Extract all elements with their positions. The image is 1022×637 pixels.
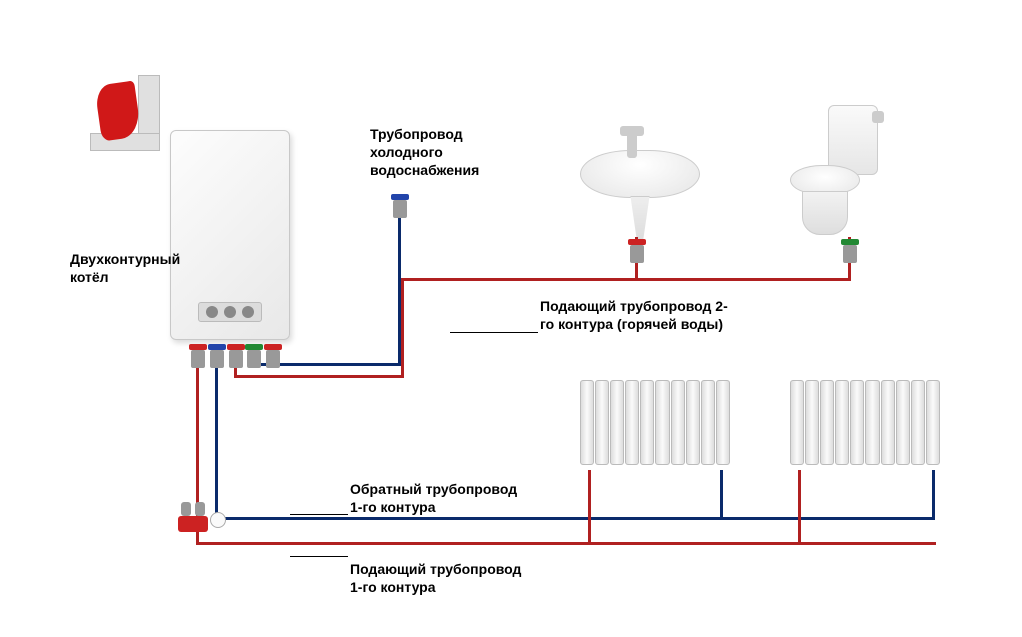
sink: [580, 150, 700, 240]
valve: [226, 350, 246, 378]
pipe-supply1: [588, 470, 591, 545]
label-boiler: Двухконтурный котёл: [70, 250, 180, 286]
radiator-1: [580, 380, 730, 465]
valve: [244, 350, 264, 378]
valve: [390, 200, 410, 228]
pipe-supply1: [798, 470, 801, 545]
pipe-return1: [932, 470, 935, 520]
leader: [290, 556, 348, 557]
valve: [627, 245, 647, 273]
toilet: [780, 105, 890, 245]
security-group: [178, 516, 208, 532]
heating-diagram: Двухконтурный котёл Трубопровод холодног…: [0, 0, 1022, 637]
label-supply1: Подающий трубопровод 1-го контура: [350, 560, 521, 596]
radiator-2: [790, 380, 940, 465]
leader: [450, 332, 538, 333]
label-return1: Обратный трубопровод 1-го контура: [350, 480, 517, 516]
pipe-hot2: [401, 278, 851, 281]
valve: [188, 350, 208, 378]
boiler: [170, 130, 290, 340]
pipe-return1: [720, 470, 723, 520]
pipe-supply1: [196, 542, 936, 545]
pipe-hot2: [401, 278, 404, 378]
valve: [207, 350, 227, 378]
valve: [263, 350, 283, 378]
valve: [840, 245, 860, 273]
label-cold: Трубопровод холодного водоснабжения: [370, 125, 479, 180]
label-hot2: Подающий трубопровод 2- го контура (горя…: [540, 297, 728, 333]
leader: [290, 514, 348, 515]
pipe-return1: [215, 517, 935, 520]
